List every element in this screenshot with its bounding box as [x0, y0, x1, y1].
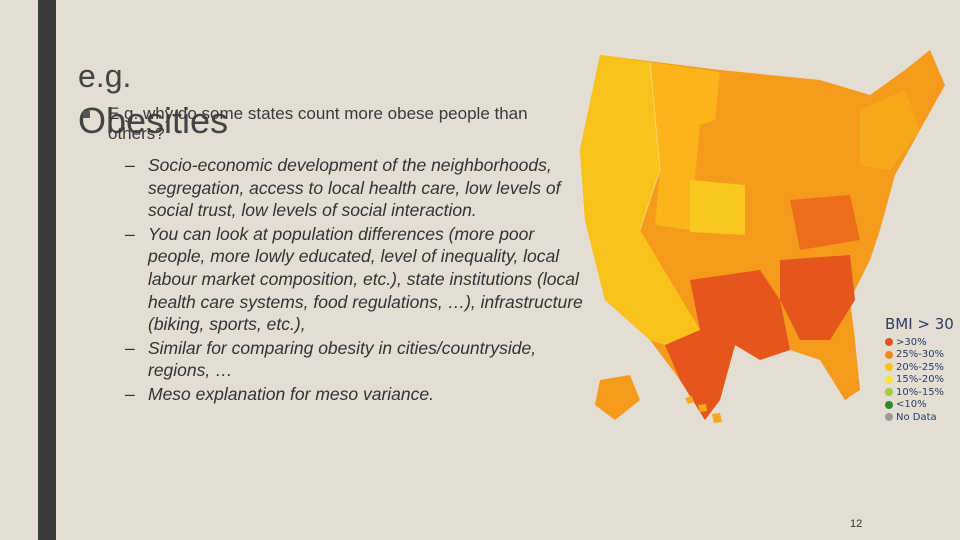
us-map — [580, 50, 945, 423]
legend-swatch — [885, 388, 893, 397]
legend-swatch — [885, 375, 893, 384]
legend-swatch — [885, 400, 893, 409]
legend-label: 15%-20% — [896, 374, 945, 386]
bullet: E.g. why do some states count more obese… — [108, 104, 528, 143]
legend-item: 20%-25% — [885, 361, 954, 374]
sub-bullet: Similar for comparing obesity in cities/… — [125, 337, 595, 382]
legend-swatch — [885, 338, 893, 347]
legend-label: >30% — [896, 336, 927, 348]
legend-title: BMI > 30 — [885, 315, 954, 333]
sub-bullets: Socio-economic development of the neighb… — [125, 154, 595, 407]
legend: BMI > 30 >30% 25%-30% 20%-25% 15%-20% 10%-15… — [885, 315, 954, 424]
legend-label: 20%-25% — [896, 361, 945, 373]
side-bar — [38, 0, 56, 540]
bullet-marker — [83, 111, 90, 118]
title: e.g. — [78, 58, 132, 94]
sub-bullet: Meso explanation for meso variance. — [125, 383, 595, 406]
sub-bullet: Socio-economic development of the neighb… — [125, 154, 595, 222]
legend-label: No Data — [896, 411, 937, 423]
legend-item: 15%-20% — [885, 374, 954, 387]
legend-item: 10%-15% — [885, 386, 954, 399]
page-number: 12 — [850, 518, 863, 530]
legend-label: 25%-30% — [896, 349, 945, 361]
legend-swatch — [885, 413, 893, 422]
legend-item: <10% — [885, 399, 954, 412]
legend-item: >30% — [885, 336, 954, 349]
legend-swatch — [885, 363, 893, 372]
legend-item: No Data — [885, 411, 954, 424]
legend-item: 25%-30% — [885, 349, 954, 362]
legend-label: <10% — [896, 399, 927, 411]
legend-swatch — [885, 350, 893, 359]
title: Obesities — [78, 100, 229, 141]
sub-bullet: You can look at population differences (… — [125, 223, 595, 336]
legend-label: 10%-15% — [896, 386, 945, 398]
